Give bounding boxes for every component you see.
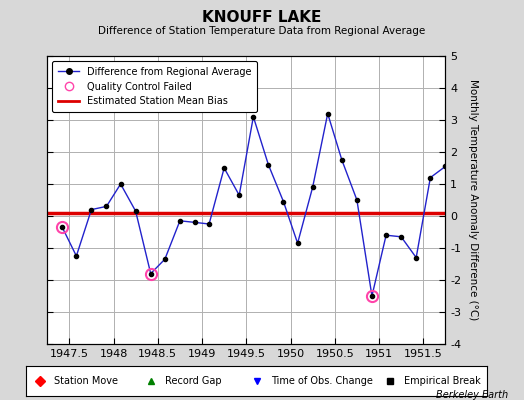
Text: Time of Obs. Change: Time of Obs. Change — [270, 376, 373, 386]
Legend: Difference from Regional Average, Quality Control Failed, Estimated Station Mean: Difference from Regional Average, Qualit… — [52, 61, 257, 112]
Text: Empirical Break: Empirical Break — [405, 376, 481, 386]
Text: Difference of Station Temperature Data from Regional Average: Difference of Station Temperature Data f… — [99, 26, 425, 36]
Y-axis label: Monthly Temperature Anomaly Difference (°C): Monthly Temperature Anomaly Difference (… — [468, 79, 478, 321]
Text: Record Gap: Record Gap — [165, 376, 221, 386]
Text: KNOUFF LAKE: KNOUFF LAKE — [202, 10, 322, 25]
Text: Berkeley Earth: Berkeley Earth — [436, 390, 508, 400]
Text: Station Move: Station Move — [54, 376, 118, 386]
